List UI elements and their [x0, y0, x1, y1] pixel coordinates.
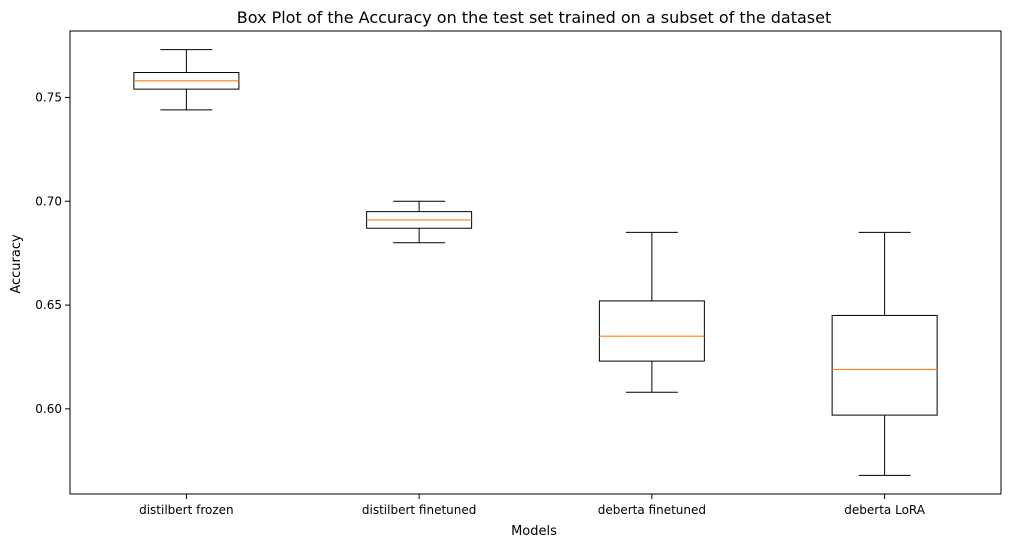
chart-title: Box Plot of the Accuracy on the test set…: [237, 8, 832, 27]
y-tick-label: 0.60: [35, 402, 62, 416]
y-tick-label: 0.70: [35, 194, 62, 208]
axes-frame: [69, 30, 1002, 495]
x-axis-label: Models: [511, 524, 557, 539]
y-tick-label: 0.75: [35, 90, 62, 104]
y-axis-label: Accuracy: [9, 234, 24, 294]
box-iqr: [598, 300, 705, 362]
x-tick-label: distilbert frozen: [139, 503, 234, 517]
x-tick-label: distilbert finetuned: [362, 503, 477, 517]
x-tick-label: deberta finetuned: [598, 503, 706, 517]
box-iqr: [831, 314, 938, 416]
plot-area: 0.60 0.65 0.70 0.75 distilbert frozen distilb…: [35, 49, 938, 517]
x-tick-label: deberta LoRA: [844, 503, 925, 517]
y-tick-label: 0.65: [35, 298, 62, 312]
